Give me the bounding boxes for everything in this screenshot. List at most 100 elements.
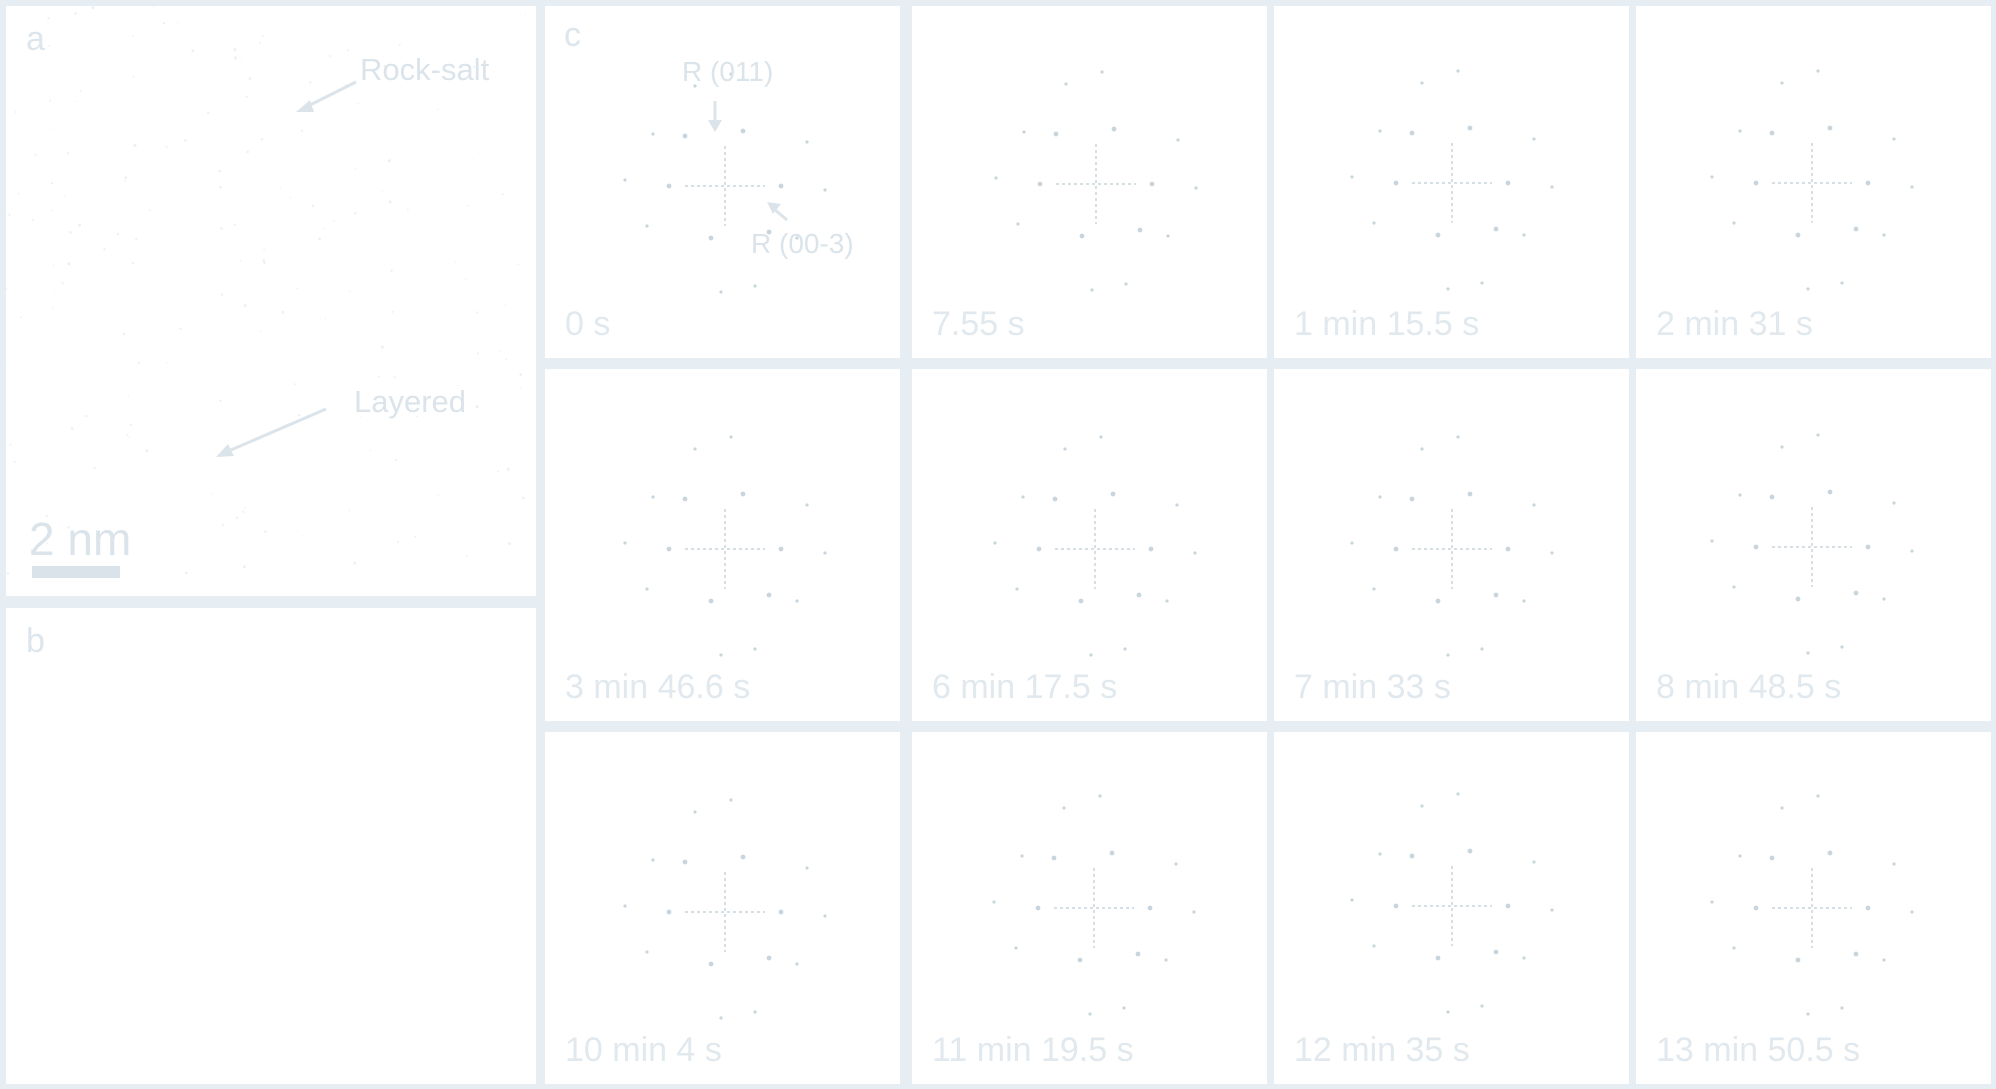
lattice-speckle bbox=[124, 180, 126, 182]
diffraction-spot bbox=[805, 503, 809, 507]
diffraction-spot bbox=[1456, 435, 1460, 439]
lattice-speckle bbox=[281, 310, 285, 314]
lattice-speckle bbox=[505, 358, 507, 361]
diffraction-spot bbox=[992, 900, 996, 904]
diffraction-spot bbox=[1063, 447, 1067, 451]
diffraction-spot bbox=[1738, 493, 1742, 497]
fft-pattern bbox=[623, 72, 827, 294]
diffraction-spot bbox=[729, 72, 733, 76]
diffraction-spot bbox=[1853, 226, 1859, 232]
lattice-speckle bbox=[211, 493, 213, 495]
diffraction-spot bbox=[1053, 131, 1059, 137]
diffraction-spot bbox=[823, 551, 827, 555]
diffraction-spot bbox=[708, 961, 714, 967]
panel-c-letter: c bbox=[564, 16, 581, 54]
diffraction-spot bbox=[1780, 445, 1784, 449]
diffraction-spot bbox=[1732, 585, 1736, 589]
lattice-speckle bbox=[46, 542, 49, 544]
diffraction-spot bbox=[1840, 1006, 1844, 1010]
lattice-speckle bbox=[243, 565, 246, 569]
lattice-speckle bbox=[436, 108, 439, 111]
lattice-speckle bbox=[397, 541, 399, 544]
fft-tile: 1 min 15.5 s bbox=[1274, 6, 1629, 358]
diffraction-spot bbox=[1505, 180, 1511, 186]
diffraction-spot bbox=[1378, 129, 1382, 133]
lattice-speckle bbox=[6, 572, 10, 575]
diffraction-spot bbox=[651, 495, 655, 499]
lattice-speckle bbox=[163, 22, 166, 25]
lattice-speckle bbox=[520, 387, 522, 389]
diffraction-spot bbox=[805, 140, 809, 144]
lattice-speckle bbox=[124, 176, 128, 179]
timestamp-label: 12 min 35 s bbox=[1294, 1031, 1470, 1069]
diffraction-spot bbox=[1827, 850, 1833, 856]
diffraction-spot bbox=[1710, 900, 1714, 904]
lattice-speckle bbox=[395, 458, 398, 461]
scale-bar bbox=[32, 566, 120, 578]
diffraction-spot bbox=[795, 599, 799, 603]
diffraction-spot bbox=[682, 133, 688, 139]
diffraction-spot bbox=[645, 950, 649, 954]
lattice-speckle bbox=[87, 538, 91, 541]
diffraction-spot bbox=[1020, 854, 1024, 858]
diffraction-spot bbox=[795, 962, 799, 966]
diffraction-spot bbox=[1865, 905, 1871, 911]
diffraction-spot bbox=[1550, 908, 1554, 912]
diffraction-spot bbox=[623, 541, 627, 545]
diffraction-spot bbox=[1532, 503, 1536, 507]
diffraction-spot bbox=[1550, 185, 1554, 189]
diffraction-spot bbox=[693, 447, 697, 451]
diffraction-spot bbox=[682, 496, 688, 502]
layered-arrow-icon bbox=[216, 407, 327, 457]
diffraction-spot bbox=[1135, 951, 1141, 957]
timestamp-label: 3 min 46.6 s bbox=[565, 668, 751, 706]
lattice-speckle bbox=[264, 530, 267, 533]
lattice-speckle bbox=[219, 399, 222, 403]
diffraction-spot bbox=[1174, 862, 1178, 866]
lattice-speckle bbox=[185, 571, 188, 575]
lattice-speckle bbox=[135, 238, 138, 241]
panel-b-letter: b bbox=[26, 622, 45, 660]
diffraction-spot bbox=[1393, 903, 1399, 909]
lattice-speckle bbox=[387, 159, 391, 163]
diffraction-spot bbox=[623, 904, 627, 908]
diffraction-spot bbox=[1795, 957, 1801, 963]
lattice-speckle bbox=[67, 262, 71, 266]
lattice-speckle bbox=[457, 385, 459, 387]
lattice-speckle bbox=[233, 48, 237, 52]
lattice-speckle bbox=[52, 264, 55, 267]
lattice-speckle bbox=[380, 345, 384, 349]
lattice-speckle bbox=[517, 263, 520, 266]
lattice-speckle bbox=[407, 209, 409, 211]
lattice-speckle bbox=[519, 373, 523, 376]
diffraction-spot bbox=[1738, 854, 1742, 858]
fft-pattern bbox=[1350, 435, 1554, 657]
lattice-speckle bbox=[47, 17, 50, 20]
lattice-speckle bbox=[152, 6, 155, 7]
lattice-speckle bbox=[127, 395, 129, 397]
lattice-speckle bbox=[126, 434, 128, 437]
diffraction-spot bbox=[1910, 549, 1914, 553]
diffraction-spot bbox=[778, 183, 784, 189]
diffraction-spot bbox=[1192, 910, 1196, 914]
diffraction-spot bbox=[1111, 126, 1117, 132]
lattice-speckle bbox=[165, 145, 168, 148]
fft-tile: 10 min 4 s bbox=[545, 732, 900, 1084]
diffraction-spot bbox=[1079, 233, 1085, 239]
lattice-speckle bbox=[7, 364, 9, 367]
diffraction-spot bbox=[1078, 598, 1084, 604]
lattice-speckle bbox=[128, 436, 130, 438]
lattice-speckle bbox=[242, 510, 245, 513]
diffraction-spot bbox=[1052, 496, 1058, 502]
lattice-speckle bbox=[263, 248, 265, 251]
diffraction-spot bbox=[795, 236, 799, 240]
diffraction-spot bbox=[1064, 82, 1068, 86]
diffraction-spot bbox=[623, 178, 627, 182]
r003-label: R (00-3) bbox=[751, 228, 854, 259]
fft-tile: 2 min 31 s bbox=[1636, 6, 1991, 358]
lattice-speckle bbox=[464, 278, 467, 280]
diffraction-spot bbox=[823, 914, 827, 918]
diffraction-spot bbox=[766, 229, 772, 235]
diffraction-spot bbox=[1795, 232, 1801, 238]
lattice-speckle bbox=[248, 77, 252, 80]
